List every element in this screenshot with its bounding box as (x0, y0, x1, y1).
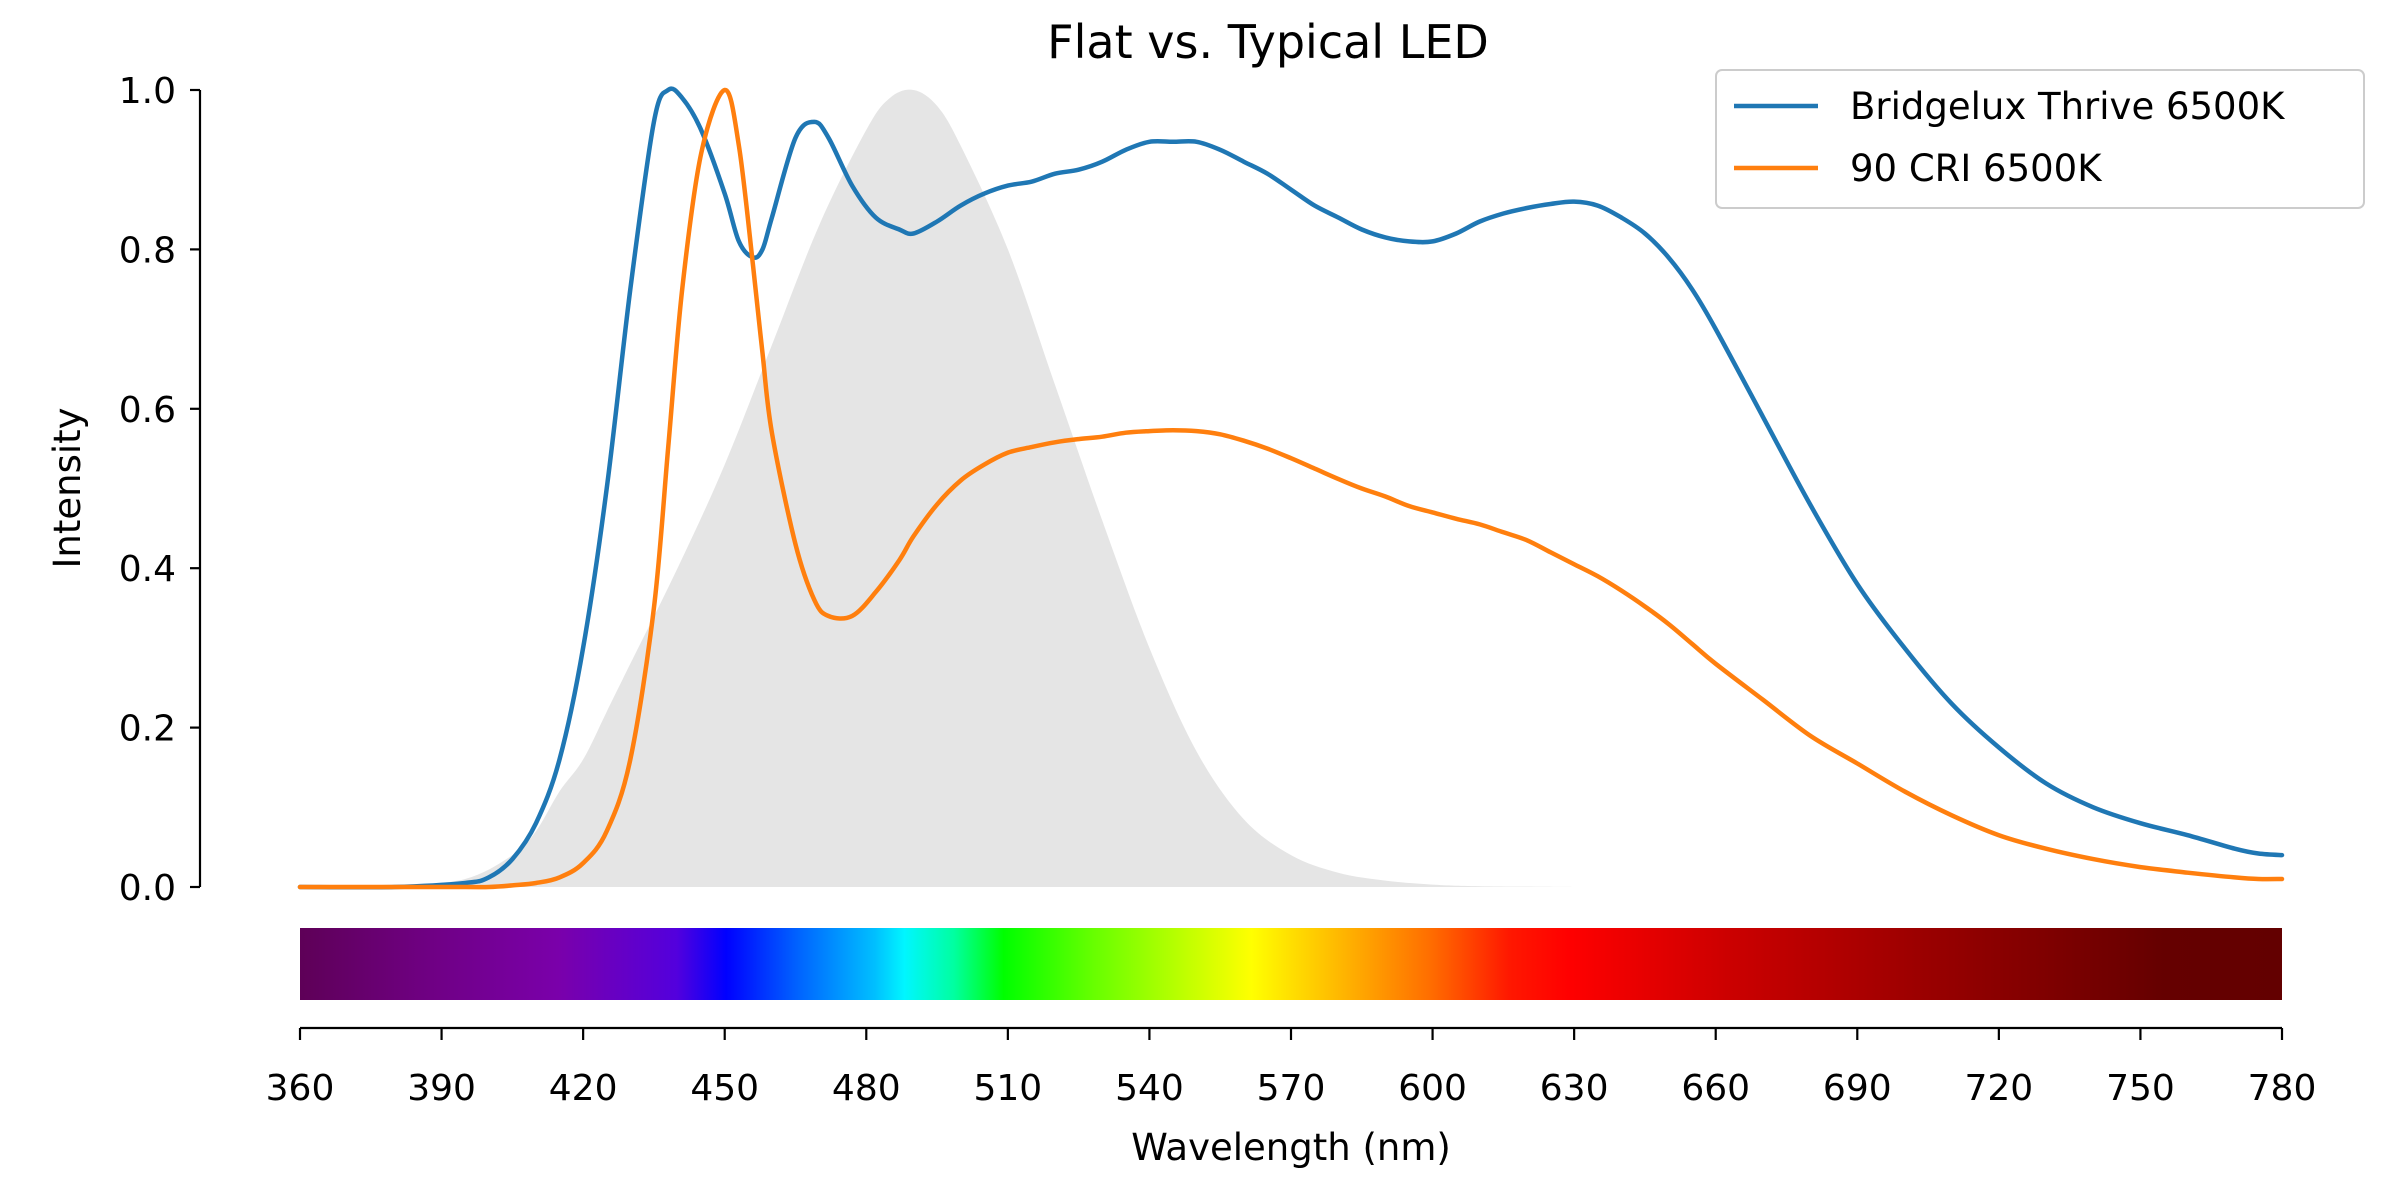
reference-curve-layer (394, 89, 1575, 888)
y-tick-label: 0.6 (119, 390, 176, 431)
x-axis: 360 390 420 450 480 510 540 570 600 630 660 690 720 7… (266, 1026, 2317, 1109)
x-tick-label: 660 (1681, 1068, 1750, 1109)
reference-curve-area (394, 89, 1575, 888)
y-axis: 0.0 0.2 0.4 0.6 0.8 1.0 (119, 71, 202, 909)
x-axis-title: Wavelength (nm) (1131, 1126, 1451, 1169)
legend-label-thrive: Bridgelux Thrive 6500K (1850, 85, 2286, 128)
x-tick-label: 360 (266, 1068, 335, 1109)
legend-label-cri: 90 CRI 6500K (1850, 147, 2103, 190)
x-tick-label: 450 (690, 1068, 759, 1109)
x-tick-label: 780 (2248, 1068, 2317, 1109)
x-tick-label: 510 (973, 1068, 1042, 1109)
series-line-cri (297, 87, 2285, 890)
y-tick-label: 0.2 (119, 709, 176, 750)
y-tick-label: 0.8 (119, 230, 176, 271)
legend: Bridgelux Thrive 6500K 90 CRI 6500K (1715, 69, 2365, 209)
x-tick-label: 540 (1115, 1068, 1184, 1109)
x-tick-label: 390 (407, 1068, 476, 1109)
spectrum-bar (300, 928, 2282, 1000)
chart-title: Flat vs. Typical LED (1047, 15, 1489, 69)
y-axis-title: Intensity (46, 407, 89, 568)
x-ticks: 360 390 420 450 480 510 540 570 600 630 660 690 720 7… (266, 1028, 2317, 1109)
y-ticks: 0.0 0.2 0.4 0.6 0.8 1.0 (119, 71, 200, 909)
y-tick-label: 1.0 (119, 71, 176, 112)
x-tick-label: 630 (1540, 1068, 1609, 1109)
x-tick-label: 420 (549, 1068, 618, 1109)
x-tick-label: 480 (832, 1068, 901, 1109)
legend-box (1715, 69, 2365, 209)
x-tick-label: 690 (1823, 1068, 1892, 1109)
x-tick-label: 720 (1964, 1068, 2033, 1109)
x-tick-label: 750 (2106, 1068, 2175, 1109)
x-tick-label: 600 (1398, 1068, 1467, 1109)
x-tick-label: 570 (1257, 1068, 1326, 1109)
series-line-thrive (297, 86, 2285, 890)
y-tick-label: 0.0 (119, 868, 176, 909)
y-tick-label: 0.4 (119, 549, 176, 590)
series-layer (297, 86, 2285, 890)
